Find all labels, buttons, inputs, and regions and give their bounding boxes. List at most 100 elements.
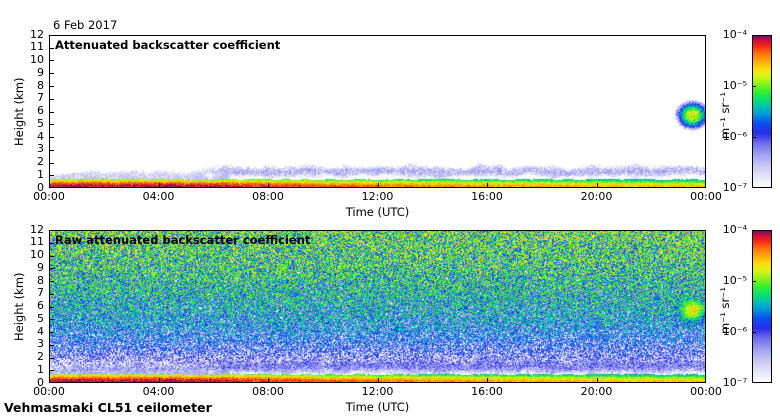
y-tick-label: 10 [30, 248, 44, 261]
y-tick-label: 2 [37, 350, 44, 363]
y-tick-mark [49, 137, 54, 138]
y-tick-label: 12 [30, 27, 44, 41]
x-tick-mark [487, 378, 488, 383]
y-tick-label: 6 [37, 299, 44, 312]
y-tick-label: 3 [37, 142, 44, 156]
x-tick-label: 00:00 [33, 385, 65, 398]
y-tick-label: 9 [37, 260, 44, 274]
colorbar-gradient [753, 36, 771, 187]
y-tick-label: 1 [37, 167, 44, 181]
y-tick-label: 0 [37, 180, 44, 194]
colorbar-raw-attenuated-backscatter [752, 230, 772, 383]
x-tick-label: 00:00 [33, 190, 65, 203]
y-tick-label: 5 [37, 311, 44, 325]
x-tick-mark [268, 183, 269, 188]
y-tick-mark [49, 124, 54, 125]
colorbar-tick-label: 10⁻⁷ [722, 181, 747, 194]
y-tick-mark [49, 150, 54, 151]
y-tick-mark [49, 99, 54, 100]
x-axis-title: Time (UTC) [345, 205, 410, 219]
x-tick-mark [159, 378, 160, 383]
y-tick-mark [49, 163, 54, 164]
y-tick-label: 1 [37, 362, 44, 376]
y-tick-label: 4 [37, 324, 44, 338]
colorbar-tick-label: 10⁻⁷ [722, 376, 747, 389]
plot-panel-attenuated-backscatter: Attenuated backscatter coefficient [49, 35, 706, 188]
y-tick-mark [49, 345, 54, 346]
y-tick-label: 11 [30, 235, 44, 249]
colorbar-tick-label: 10⁻⁶ [722, 325, 747, 338]
y-tick-mark [49, 294, 54, 295]
colorbar-tick-mark [752, 281, 756, 282]
colorbar-tick-label: 10⁻⁴ [722, 28, 747, 41]
y-tick-mark [49, 175, 54, 176]
colorbar-attenuated-backscatter [752, 35, 772, 188]
y-tick-mark [49, 319, 54, 320]
y-tick-label: 0 [37, 375, 44, 389]
y-tick-label: 7 [37, 286, 44, 300]
y-tick-mark [49, 73, 54, 74]
x-tick-label: 12:00 [361, 190, 394, 203]
x-axis-title: Time (UTC) [345, 400, 410, 414]
y-tick-label: 7 [37, 91, 44, 105]
x-tick-mark [597, 378, 598, 383]
colorbar-tick-label: 10⁻⁴ [722, 223, 747, 236]
x-tick-label: 04:00 [142, 190, 175, 203]
colorbar-tick-mark [752, 332, 756, 333]
y-tick-mark [49, 256, 54, 257]
colorbar-tick-label: 10⁻⁶ [722, 130, 747, 143]
y-tick-mark [49, 243, 54, 244]
x-tick-mark [378, 378, 379, 383]
y-tick-label: 2 [37, 155, 44, 168]
x-tick-label: 08:00 [252, 190, 284, 203]
x-tick-label: 12:00 [361, 385, 394, 398]
x-tick-label: 04:00 [142, 385, 175, 398]
colorbar-axis-title: m⁻¹ sr⁻¹ [718, 91, 732, 139]
x-tick-label: 20:00 [580, 190, 613, 203]
instrument-label: Vehmasmaki CL51 ceilometer [4, 400, 212, 415]
colorbar-tick-mark [752, 137, 756, 138]
plot-panel-raw-attenuated-backscatter: Raw attenuated backscatter coefficient [49, 230, 706, 383]
y-tick-mark [49, 281, 54, 282]
y-tick-mark [49, 86, 54, 87]
y-tick-label: 9 [37, 65, 44, 79]
y-axis-title: Height (km) [12, 271, 26, 341]
colorbar-tick-mark [752, 86, 756, 87]
colorbar-axis-title: m⁻¹ sr⁻¹ [718, 286, 732, 334]
y-tick-mark [49, 307, 54, 308]
backscatter-heatmap-raw-attenuated-backscatter [50, 231, 705, 382]
x-tick-mark [378, 183, 379, 188]
x-tick-label: 00:00 [690, 385, 722, 398]
y-tick-label: 10 [30, 53, 44, 66]
y-tick-mark [49, 60, 54, 61]
x-tick-mark [597, 183, 598, 188]
x-tick-label: 20:00 [580, 385, 613, 398]
y-tick-label: 8 [37, 78, 44, 92]
y-tick-label: 8 [37, 273, 44, 287]
y-tick-mark [49, 370, 54, 371]
date-label: 6 Feb 2017 [53, 18, 118, 32]
y-tick-label: 12 [30, 222, 44, 236]
colorbar-tick-label: 10⁻⁵ [722, 79, 747, 92]
colorbar-gradient [753, 231, 771, 382]
y-tick-label: 6 [37, 104, 44, 117]
y-tick-mark [49, 332, 54, 333]
y-tick-mark [49, 112, 54, 113]
backscatter-heatmap-attenuated-backscatter [50, 36, 705, 187]
x-tick-label: 00:00 [690, 190, 722, 203]
x-tick-label: 16:00 [471, 385, 503, 398]
y-tick-label: 4 [37, 129, 44, 143]
y-tick-mark [49, 48, 54, 49]
y-tick-mark [49, 268, 54, 269]
colorbar-tick-label: 10⁻⁵ [722, 274, 747, 287]
x-tick-mark [268, 378, 269, 383]
x-tick-mark [487, 183, 488, 188]
x-tick-mark [159, 183, 160, 188]
y-tick-label: 11 [30, 40, 44, 54]
y-tick-label: 3 [37, 337, 44, 351]
y-axis-title: Height (km) [12, 76, 26, 146]
y-tick-label: 5 [37, 116, 44, 130]
y-tick-mark [49, 358, 54, 359]
x-tick-label: 08:00 [252, 385, 284, 398]
